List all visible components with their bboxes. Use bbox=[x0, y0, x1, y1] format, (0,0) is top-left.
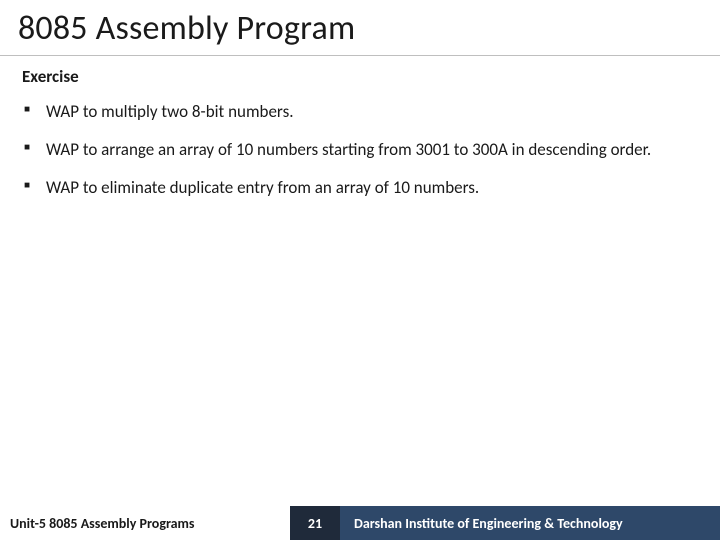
list-item: WAP to eliminate duplicate entry from an… bbox=[22, 177, 698, 199]
list-item: WAP to multiply two 8-bit numbers. bbox=[22, 101, 698, 123]
page-title: 8085 Assembly Program bbox=[18, 8, 702, 49]
footer-page-number: 21 bbox=[290, 506, 340, 540]
bullet-list: WAP to multiply two 8-bit numbers. WAP t… bbox=[22, 101, 698, 198]
content-area: Exercise WAP to multiply two 8-bit numbe… bbox=[0, 56, 720, 540]
slide-footer: Unit-5 8085 Assembly Programs 21 Darshan… bbox=[0, 506, 720, 540]
footer-unit-label: Unit-5 8085 Assembly Programs bbox=[0, 506, 290, 540]
list-item: WAP to arrange an array of 10 numbers st… bbox=[22, 139, 698, 161]
title-area: 8085 Assembly Program bbox=[0, 0, 720, 56]
slide: 8085 Assembly Program Exercise WAP to mu… bbox=[0, 0, 720, 540]
section-subhead: Exercise bbox=[22, 66, 698, 87]
footer-institute-label: Darshan Institute of Engineering & Techn… bbox=[340, 506, 720, 540]
